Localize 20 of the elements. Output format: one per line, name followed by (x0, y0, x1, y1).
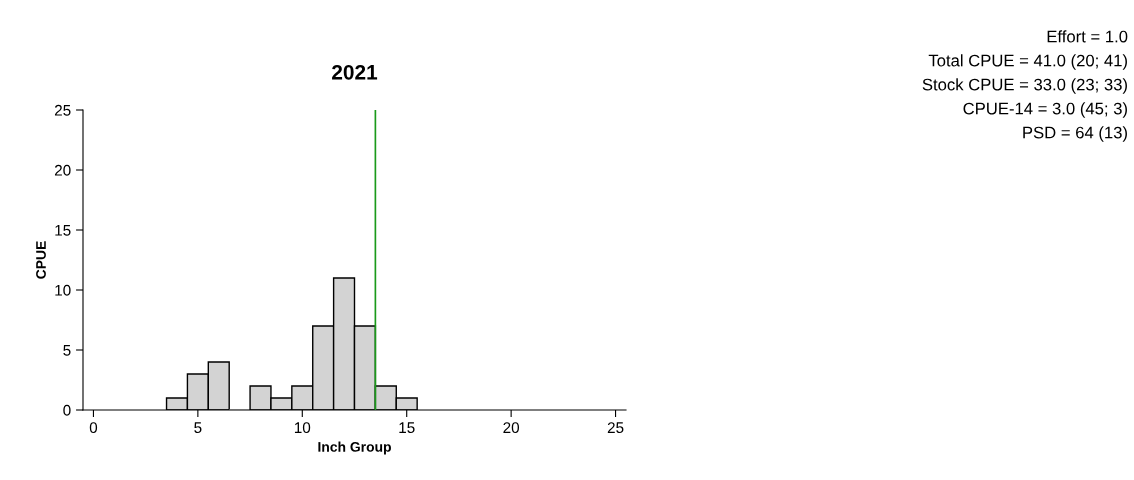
x-tick-label: 0 (89, 422, 98, 434)
x-tick-label: 10 (294, 422, 311, 434)
x-tick-label: 5 (194, 422, 202, 434)
y-axis-title: CPUE (36, 241, 46, 279)
y-tick-label: 20 (54, 164, 71, 176)
y-tick-label: 5 (63, 345, 71, 356)
x-axis-title: Inch Group (318, 441, 391, 455)
chart-title: 2021 (332, 64, 378, 80)
x-tick-label: 15 (399, 422, 415, 434)
x-tick-label: 25 (607, 422, 624, 434)
x-tick-label: 20 (503, 422, 520, 434)
y-tick-label: 10 (55, 284, 71, 296)
text: Effort = 1.0 (1047, 30, 1128, 43)
text: PSD = 64 (13) (1023, 126, 1127, 142)
text: Stock CPUE = 33.0 (23; 33) (922, 78, 1127, 94)
y-tick-label: 15 (55, 225, 71, 236)
y-tick-label: 0 (63, 404, 71, 416)
text: Total CPUE = 41.0 (20; 41) (928, 54, 1127, 70)
text: CPUE-14 = 3.0 (45; 3) (963, 102, 1127, 118)
y-tick-label: 25 (54, 104, 71, 116)
